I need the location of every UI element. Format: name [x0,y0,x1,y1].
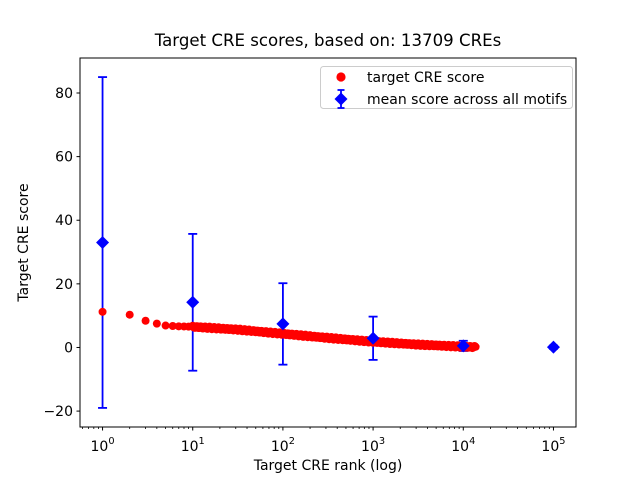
mean-score-diamond [186,295,200,309]
x-axis-tick-labels: 100 101 102 103 104 105 [91,436,566,455]
mean-score-diamond [456,339,470,353]
y-tick-label: 40 [55,213,73,229]
y-tick-label: 0 [64,340,73,356]
legend-box [320,66,573,109]
mean-score-diamond [276,317,290,331]
legend-label-target: target CRE score [367,70,484,86]
red-point [168,322,177,331]
y-axis-ticks [76,92,80,412]
red-point [161,321,170,330]
mean-score-diamond [366,331,380,345]
x-tick-label: 100 [91,436,115,455]
legend-blue-diamond-errorbar-icon [334,89,348,109]
legend-label-mean: mean score across all motifs [367,92,567,108]
y-tick-label: 80 [55,86,73,102]
red-point [125,310,134,319]
x-tick-label: 103 [361,436,385,455]
red-point [471,342,480,351]
legend-red-circle-icon [336,72,346,82]
mean-series-errorbars [98,76,558,409]
red-point [141,316,150,325]
y-axis-tick-labels: −20 0 20 40 60 80 [43,86,73,420]
x-axis-minor-ticks [82,427,550,429]
y-tick-label: 60 [55,150,73,166]
x-tick-label: 104 [451,436,475,455]
red-point [98,307,107,316]
mean-series-markers [96,236,560,354]
target-score-series [98,307,480,353]
x-axis-label: Target CRE rank (log) [253,458,403,474]
x-tick-label: 101 [181,436,205,455]
x-tick-label: 105 [541,436,565,455]
x-axis-major-ticks [102,427,554,431]
x-tick-label: 102 [271,436,295,455]
mean-score-diamond [96,236,110,249]
mean-score-diamond [546,340,560,354]
legend: target CRE score mean score across all m… [320,66,573,109]
chart-title: Target CRE scores, based on: 13709 CREs [154,31,501,50]
y-axis-label: Target CRE score [16,183,32,302]
y-tick-label: −20 [43,404,73,420]
red-point [152,319,161,328]
plot-frame [79,57,577,428]
y-tick-label: 20 [55,277,73,293]
